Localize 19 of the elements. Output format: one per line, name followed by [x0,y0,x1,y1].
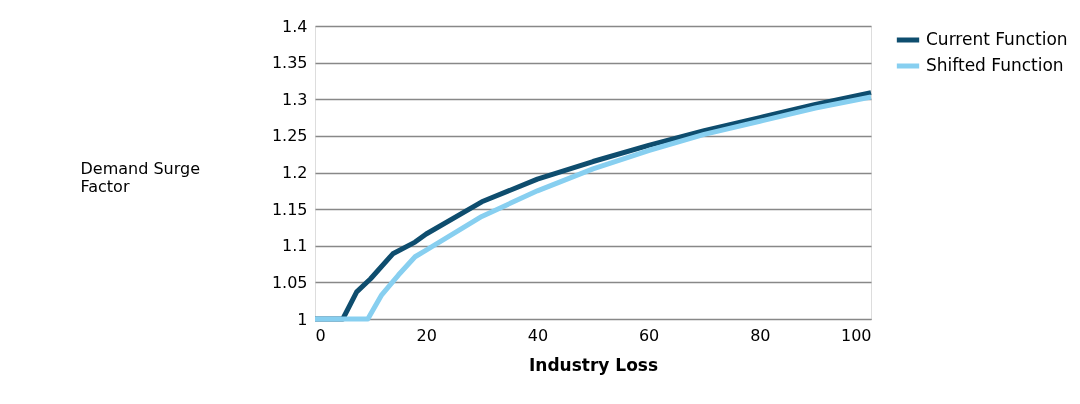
x-tick-label: 60 [638,325,660,345]
x-tick-label: 80 [750,325,771,345]
y-tick-label: 1 [297,309,308,329]
x-tick-label: 40 [527,325,549,345]
y-tick-label: 1.2 [282,163,308,182]
y-tick-label: 1.25 [271,126,308,146]
y-tick-label: 1.05 [271,272,308,292]
y-tick-label: 1.15 [271,199,308,219]
x-tick-label: 100 [840,325,872,345]
x-tick-label: 0 [315,325,326,345]
y-tick-label: 1.35 [271,53,308,73]
x-tick-label: 20 [416,325,437,345]
legend-label: Shifted Function [926,55,1064,75]
y-tick-label: 1.4 [282,16,308,36]
legend-label: Current Function [926,29,1068,49]
y-tick-label: 1.1 [282,236,308,256]
x-axis-title: Industry Loss [528,354,659,375]
y-axis-title: Demand Surge Factor [80,158,201,196]
y-tick-label: 1.3 [282,89,308,109]
